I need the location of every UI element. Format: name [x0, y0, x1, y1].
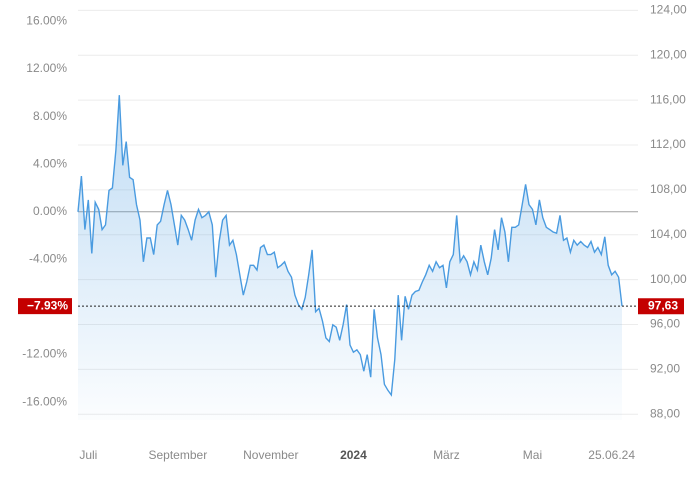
y-tick-label: 0.00%: [33, 204, 67, 218]
y-tick-label: 12.00%: [26, 61, 67, 75]
x-tick-label: Juli: [79, 448, 97, 462]
y2-tick-label: 96,00: [650, 317, 680, 331]
y2-tick-label: 120,00: [650, 47, 687, 61]
x-tick-label: 2024: [340, 448, 367, 462]
y2-tick-label: 116,00: [650, 92, 686, 106]
line: [77, 95, 623, 397]
y-tick-label: 8.00%: [33, 109, 67, 123]
y2-tick-label: 100,00: [650, 272, 687, 286]
y2-tick-label: 92,00: [650, 362, 680, 376]
y2-tick-label: 104,00: [650, 227, 687, 241]
y2-tick-label: 124,00: [650, 3, 687, 17]
y-tick-label: 4.00%: [33, 156, 67, 170]
y2-tick-label: 88,00: [650, 406, 680, 420]
y-tick-label: 16.00%: [26, 14, 67, 28]
last-value-box: [18, 298, 72, 315]
y-tick-label: -16.00%: [22, 394, 67, 408]
last-price-box: [638, 298, 684, 315]
y-tick-label: -12.00%: [22, 347, 67, 361]
area: [78, 95, 622, 420]
x-tick-label: März: [433, 448, 460, 462]
x-tick-label: September: [148, 448, 207, 462]
y-tick-label: -4.00%: [29, 252, 67, 266]
x-tick-label: November: [243, 448, 298, 462]
x-tick-label: 25.06.24: [588, 448, 635, 462]
y2-tick-label: 108,00: [650, 182, 687, 196]
last-value-label: −7.93%: [27, 298, 68, 312]
y2-tick-label: 112,00: [650, 137, 686, 151]
last-price-label: 97,63: [648, 298, 678, 312]
x-tick-label: Mai: [523, 448, 542, 462]
